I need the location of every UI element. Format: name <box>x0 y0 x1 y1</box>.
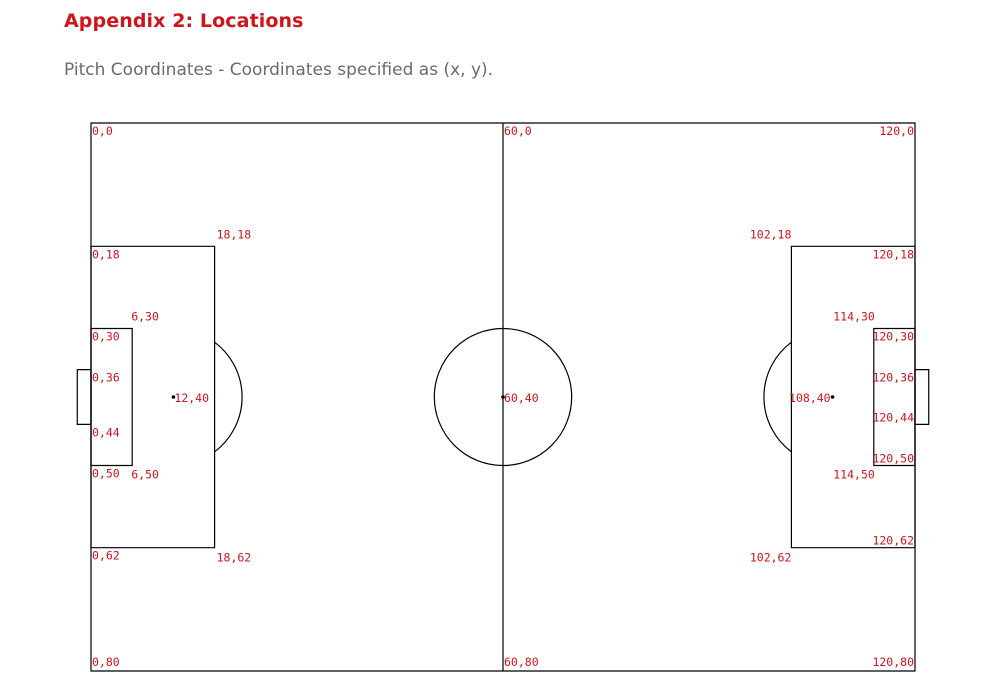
coord-label-120-62: 120,62 <box>872 534 914 548</box>
coord-label-102-62: 102,62 <box>750 551 792 565</box>
coord-label-108-40: 108,40 <box>789 391 831 405</box>
coord-label-114-30: 114,30 <box>833 310 875 324</box>
coord-label-120-36: 120,36 <box>872 371 914 385</box>
pitch-description: Pitch Coordinates - Coordinates specifie… <box>64 60 494 80</box>
left-penalty-spot <box>171 395 176 399</box>
coord-label-0-50: 0,50 <box>92 467 120 481</box>
pitch-labels: 0,0 60,0 120,0 18,18 0,18 102,18 120,18 6,30 0,3… <box>92 124 914 669</box>
coord-label-6-50: 6,50 <box>131 468 159 482</box>
right-penalty-arc <box>764 342 791 452</box>
coord-label-60-40: 60,40 <box>504 391 539 405</box>
center-spot <box>501 395 505 399</box>
left-penalty-arc <box>215 342 242 452</box>
coord-label-0-36: 0,36 <box>92 371 120 385</box>
right-penalty-spot <box>830 395 835 399</box>
coord-label-60-80: 60,80 <box>504 655 539 669</box>
coord-label-60-0: 60,0 <box>504 124 532 138</box>
coord-label-0-44: 0,44 <box>92 425 120 439</box>
coord-label-114-50: 114,50 <box>833 468 875 482</box>
coord-label-120-44: 120,44 <box>872 410 914 424</box>
coord-label-0-80: 0,80 <box>92 655 120 669</box>
coord-label-120-0: 120,0 <box>879 124 914 138</box>
pitch-marks <box>171 395 835 399</box>
right-six-yard-box <box>874 329 915 466</box>
coord-label-120-18: 120,18 <box>872 247 914 261</box>
coord-label-120-30: 120,30 <box>872 330 914 344</box>
right-goal <box>915 370 929 425</box>
coord-label-6-30: 6,30 <box>131 310 159 324</box>
coord-label-18-18: 18,18 <box>217 227 252 241</box>
left-goal <box>77 370 91 425</box>
coord-label-0-30: 0,30 <box>92 330 120 344</box>
coord-label-0-18: 0,18 <box>92 247 120 261</box>
coord-label-0-0: 0,0 <box>92 124 113 138</box>
coord-label-120-50: 120,50 <box>872 452 914 466</box>
left-six-yard-box <box>91 329 132 466</box>
center-circle <box>433 327 573 467</box>
coord-label-0-62: 0,62 <box>92 549 120 563</box>
coord-label-18-62: 18,62 <box>217 551 252 565</box>
coord-label-120-80: 120,80 <box>872 655 914 669</box>
coord-label-12-40: 12,40 <box>174 391 209 405</box>
coord-label-102-18: 102,18 <box>750 227 792 241</box>
page-heading: Appendix 2: Locations <box>64 10 304 32</box>
